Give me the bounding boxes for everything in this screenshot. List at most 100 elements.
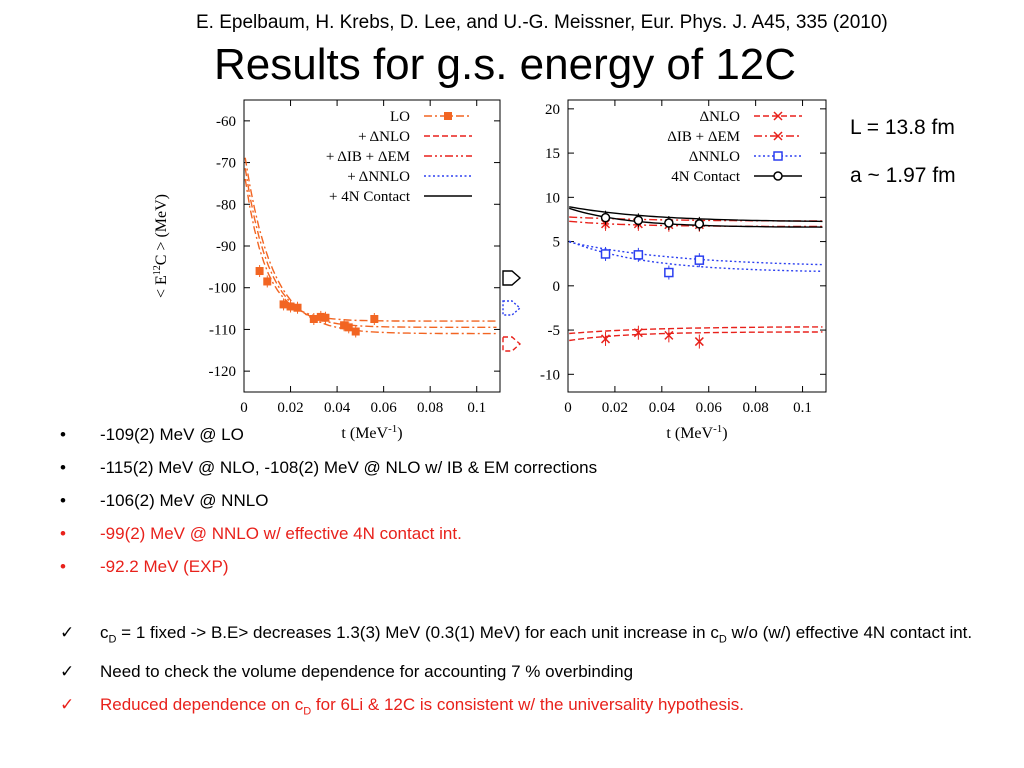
legend-label: + ΔNLO: [358, 129, 410, 145]
subscript: D: [108, 633, 117, 646]
data-point: [633, 250, 644, 260]
checkmark-icon: ✓: [60, 695, 75, 715]
y-tick-label: -10: [540, 367, 560, 383]
data-point: [370, 315, 379, 323]
text-part: = 1 fixed -> B.E> decreases 1.3(3) MeV (…: [116, 623, 719, 642]
data-point: [309, 315, 318, 323]
fit-curve: [244, 168, 497, 328]
data-point: [633, 328, 643, 338]
plot-frame: [567, 99, 827, 393]
y-tick-label: 20: [545, 102, 560, 118]
conclusion-item: ✓ Reduced dependence on cD for 6Li & 12C …: [60, 694, 1000, 722]
data-point: [344, 323, 353, 332]
data-point: [694, 219, 705, 229]
lattice-spacing-label: a ~ 1.97 fm: [850, 164, 956, 187]
bullet-icon: •: [60, 425, 66, 444]
fit-curve: [569, 206, 823, 223]
legend-marker: [773, 111, 783, 121]
legend-label: ΔNNLO: [689, 149, 740, 165]
data-point: [279, 300, 288, 309]
slide-title: Results for g.s. energy of 12C: [214, 40, 797, 89]
x-tick-label: 0.08: [743, 400, 769, 416]
checkmark-icon: ✓: [60, 662, 75, 682]
x-tick-label: 0.02: [277, 400, 303, 416]
subscript: D: [718, 633, 727, 646]
x-tick-label: 0.08: [417, 400, 443, 416]
text-part: for 6Li & 12C is consistent w/ the unive…: [311, 695, 744, 715]
data-point: [600, 249, 611, 259]
extrapolation-arrow: [502, 336, 522, 352]
extrapolation-arrow: [502, 300, 522, 316]
fit-curve: [569, 326, 823, 335]
text-part: c: [100, 623, 109, 642]
data-point: [351, 327, 360, 336]
y-tick-label: -80: [216, 197, 236, 213]
legend-label: + ΔNNLO: [347, 169, 410, 185]
legend-label: + 4N Contact: [329, 189, 411, 205]
y-tick-label: 10: [545, 190, 560, 206]
result-text: -115(2) MeV @ NLO, -108(2) MeV @ NLO w/ …: [100, 458, 598, 477]
data-point: [600, 212, 611, 223]
y-tick-label: -100: [209, 281, 237, 297]
text-part: Reduced dependence on c: [100, 695, 304, 715]
data-point: [664, 218, 674, 228]
legend-label: LO: [390, 109, 410, 125]
x-tick-label: 0.02: [602, 400, 628, 416]
y-tick-label: -5: [548, 323, 561, 339]
data-point: [633, 215, 644, 226]
conclusions-list: ✓ cD = 1 fixed -> B.E> decreases 1.3(3) M…: [60, 622, 1000, 734]
checkmark-icon: ✓: [60, 623, 75, 642]
result-text: -106(2) MeV @ NNLO: [100, 491, 269, 510]
data-point: [600, 334, 611, 344]
x-tick-label: 0: [564, 400, 572, 416]
result-item: • -92.2 MeV (EXP): [60, 556, 1000, 589]
legend-marker: [773, 151, 783, 161]
y-tick-label: -90: [216, 239, 236, 255]
y-tick-label: -120: [209, 364, 237, 380]
result-text: -99(2) MeV @ NNLO w/ effective 4N contac…: [100, 524, 462, 543]
citation: E. Epelbaum, H. Krebs, D. Lee, and U.-G.…: [196, 12, 888, 33]
fit-curve: [569, 331, 823, 342]
result-item: • -115(2) MeV @ NLO, -108(2) MeV @ NLO w/…: [60, 457, 1000, 490]
lattice-params: L = 13.8 fm a ~ 1.97 fm: [850, 104, 956, 200]
text-part: w/o (w/) effective 4N contact int.: [726, 623, 973, 642]
data-point: [340, 321, 349, 330]
legend-marker: [773, 171, 783, 181]
x-axis-label: t (MeV-1): [341, 423, 402, 442]
data-point: [664, 330, 674, 340]
y-tick-label: 15: [545, 146, 560, 162]
legend-label: 4N Contact: [671, 169, 741, 185]
y-tick-label: 0: [553, 279, 561, 295]
result-item: • -106(2) MeV @ NNLO: [60, 490, 1000, 523]
subscript: D: [303, 705, 312, 718]
data-point: [263, 277, 272, 286]
text-part: Need to check the volume dependence for …: [100, 662, 634, 682]
y-tick-label: 5: [553, 235, 561, 251]
result-text: -92.2 MeV (EXP): [100, 557, 229, 576]
legend-marker: [773, 131, 783, 141]
data-point: [694, 337, 704, 347]
conclusion-item: ✓ cD = 1 fixed -> B.E> decreases 1.3(3) M…: [60, 622, 1000, 650]
results-list: • -109(2) MeV @ LO • -115(2) MeV @ NLO, -1…: [60, 424, 1000, 589]
y-axis-label: < E12C > (MeV): [152, 194, 170, 298]
data-point: [321, 313, 330, 322]
result-text: -109(2) MeV @ LO: [100, 425, 244, 444]
x-axis-label: t (MeV-1): [666, 423, 727, 442]
x-tick-label: 0.06: [696, 400, 723, 416]
data-point: [255, 267, 264, 276]
box-size-label: L = 13.8 fm: [850, 116, 955, 139]
data-point: [694, 255, 705, 265]
data-point: [664, 267, 674, 278]
legend-label: ΔNLO: [700, 109, 741, 125]
bullet-icon: •: [60, 458, 66, 477]
legend-label: ΔIB + ΔEM: [667, 129, 740, 145]
y-tick-label: -60: [216, 114, 236, 130]
data-point: [286, 302, 295, 311]
bullet-icon: •: [60, 491, 66, 510]
y-tick-label: -110: [209, 322, 236, 338]
x-tick-label: 0.1: [467, 400, 486, 416]
y-tick-label: -70: [216, 156, 236, 172]
legend-label: + ΔIB + ΔEM: [326, 149, 410, 165]
conclusion-item: ✓ Need to check the volume dependence for…: [60, 661, 1000, 683]
